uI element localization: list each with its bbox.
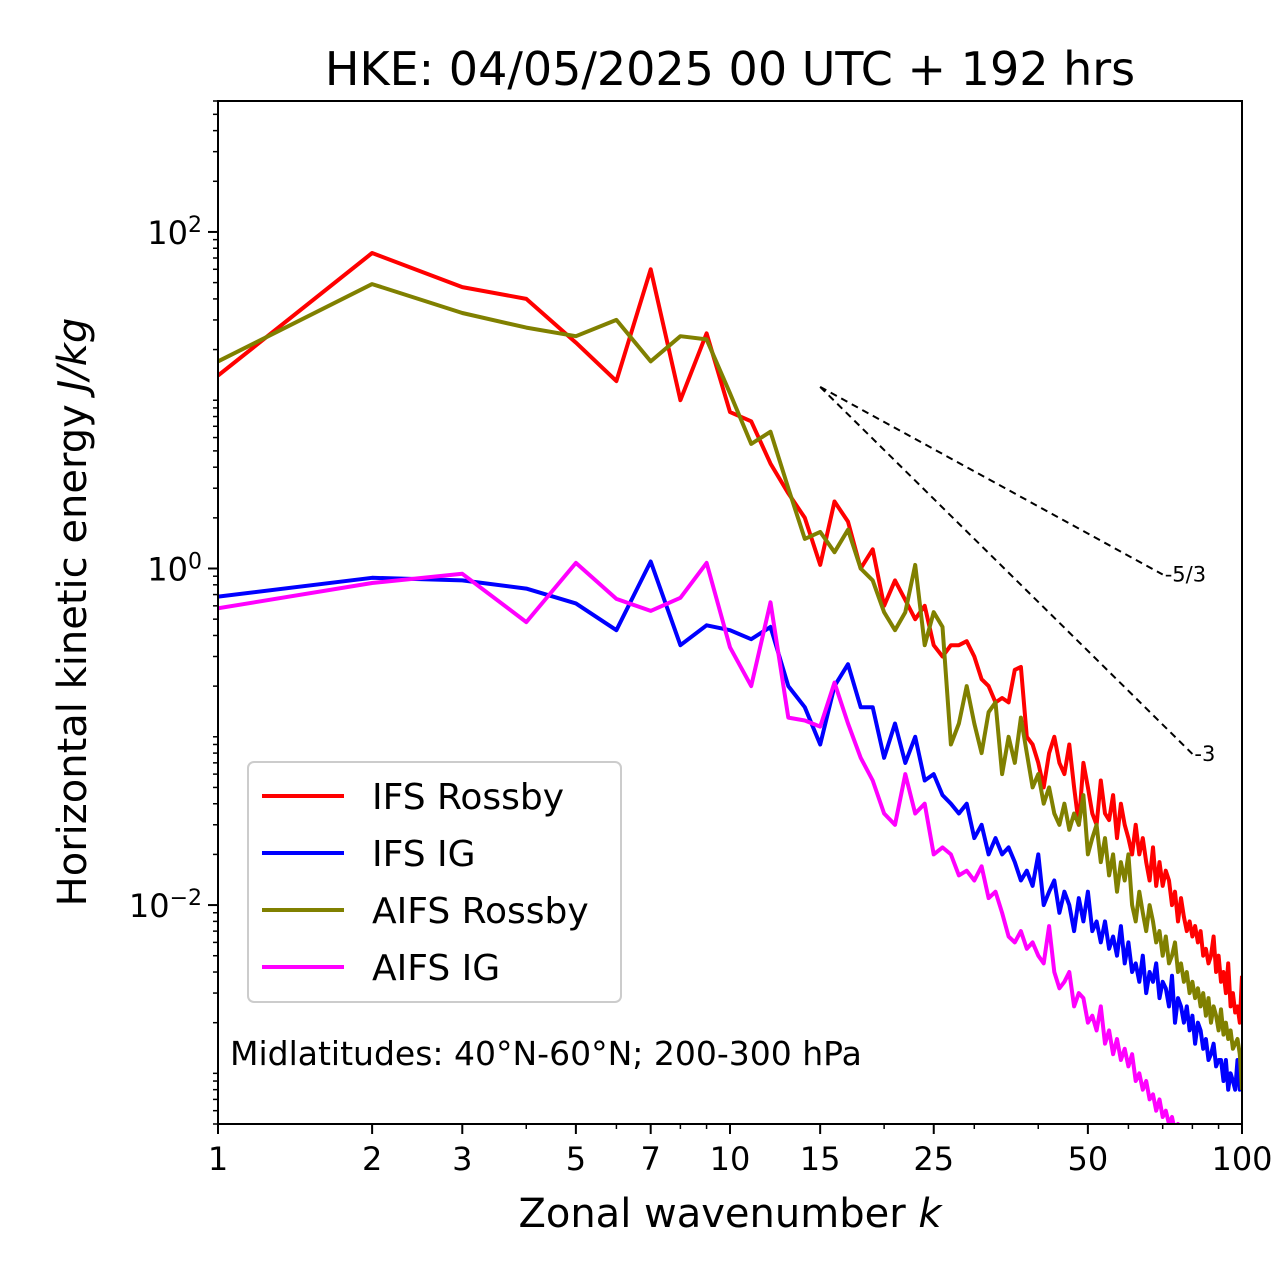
x-tick-label-7: 7 xyxy=(641,1140,661,1178)
legend-label-1: IFS IG xyxy=(372,834,476,875)
y-axis-ticks: 102 100 10−2 xyxy=(129,100,218,1125)
series-line-3 xyxy=(218,560,1181,1124)
region-annotation: Midlatitudes: 40°N-60°N; 200-300 hPa xyxy=(230,1034,862,1073)
slope-guide-1 xyxy=(819,386,1194,755)
chart-title: HKE: 04/05/2025 00 UTC + 192 hrs xyxy=(325,42,1135,96)
y-tick-label-0: 102 xyxy=(147,212,202,252)
slope-guide-label-0: -5/3 xyxy=(1165,563,1206,587)
legend-label-2: AIFS Rossby xyxy=(372,891,589,932)
x-tick-label-1: 1 xyxy=(208,1140,228,1178)
legend-box xyxy=(247,761,622,1003)
series-layer xyxy=(218,251,1242,1124)
legend: IFS Rossby IFS IG AIFS Rossby AIFS IG xyxy=(247,761,622,1003)
slope-guide-0 xyxy=(819,386,1164,576)
series-line-1 xyxy=(218,559,1242,1092)
x-tick-label-3: 3 xyxy=(452,1140,472,1178)
x-tick-label-50: 50 xyxy=(1068,1140,1109,1178)
slope-guide-label-1: -3 xyxy=(1194,742,1215,766)
series-line-2 xyxy=(218,282,1242,1090)
slope-guides: -5/3 -3 xyxy=(819,386,1215,766)
x-tick-label-100: 100 xyxy=(1211,1140,1272,1178)
x-axis-ticks: 1 2 3 5 7 10 15 25 50 100 xyxy=(208,1124,1273,1178)
y-axis-unit: J/kg xyxy=(50,318,96,399)
x-tick-label-2: 2 xyxy=(362,1140,382,1178)
y-axis-label: Horizontal kinetic energy J/kg xyxy=(50,318,96,907)
x-axis-label: Zonal wavenumber k xyxy=(518,1191,943,1237)
y-tick-label-1: 100 xyxy=(147,549,202,589)
legend-label-0: IFS Rossby xyxy=(372,777,564,818)
x-axis-variable: k xyxy=(918,1191,943,1237)
y-tick-label-2: 10−2 xyxy=(129,886,202,926)
x-tick-label-5: 5 xyxy=(566,1140,586,1178)
x-tick-label-25: 25 xyxy=(913,1140,954,1178)
legend-label-3: AIFS IG xyxy=(372,948,500,989)
x-tick-label-10: 10 xyxy=(710,1140,751,1178)
x-tick-label-15: 15 xyxy=(800,1140,841,1178)
